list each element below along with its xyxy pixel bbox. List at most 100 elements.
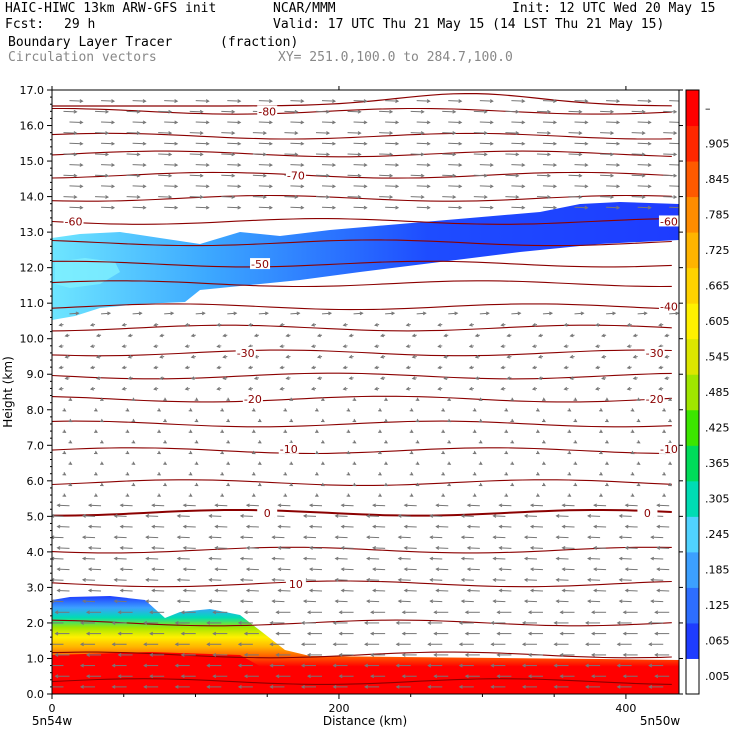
vector-shaft [479,121,493,123]
vector-head [145,535,150,540]
vector-shaft [606,206,620,209]
vector-head [131,461,136,465]
vector-head [58,344,63,348]
vector-head [142,184,147,189]
vector-head [504,493,509,497]
vector-shaft [479,164,493,166]
vector-shaft [669,121,679,123]
vector-head [541,397,546,401]
vector-head [483,173,488,178]
isotherm-label: 0 [264,507,271,520]
vector-head [300,184,305,189]
vector-head [216,386,221,391]
vector-shaft [430,536,443,539]
vector-head [527,631,532,636]
vector-shaft [258,312,268,315]
vector-shaft [619,579,632,581]
vector-head [81,535,86,540]
vector-shaft [505,196,519,198]
vector-shaft [164,121,178,123]
vector-head [452,173,457,178]
vector-shaft [619,600,632,603]
vector-head [680,142,683,145]
vector-shaft [95,132,109,134]
vector-head [648,621,653,625]
vector-head [205,184,210,189]
vector-head [658,323,663,327]
y-tick-label: 13.0 [20,226,45,239]
vector-shaft [227,185,241,187]
init-time: Init: 12 UTC Wed 20 May 15 [512,1,716,16]
vector-head [113,578,118,582]
vector-head [302,514,307,518]
vector-shaft [189,132,203,134]
vector-head [357,195,362,199]
vector-head [306,631,311,636]
vector-shaft [101,185,115,187]
vector-shaft [272,579,285,581]
vector-head [52,556,55,561]
vector-head [680,206,683,209]
vector-shaft [448,185,462,187]
y-tick-label: 0.0 [27,688,45,701]
vector-head [591,631,595,636]
vector-shaft [594,526,607,528]
vector-shaft [556,579,569,581]
vector-head [348,354,353,359]
vector-head [220,450,225,455]
vector-head [535,472,540,476]
vector-shaft [600,196,614,198]
vector-head [380,333,385,338]
vector-head [56,588,61,593]
vector-head [466,588,471,593]
isotherm-line [52,372,672,380]
vector-head [268,205,273,210]
vector-shaft [574,100,588,102]
vector-head [279,344,284,348]
vector-head [113,514,118,518]
vector-head [176,599,181,604]
vector-head [68,440,73,444]
vector-head [125,472,130,476]
vector-shaft [625,504,638,507]
vector-shaft [309,504,323,507]
vector-head [420,152,425,157]
vector-head [409,408,414,412]
vector-head [535,450,540,455]
vector-head [205,163,210,167]
vector-head [205,205,210,210]
vector-head [346,450,351,455]
vector-head [515,195,520,199]
vector-head [395,163,400,167]
vector-head [668,397,673,401]
vector-shaft [511,121,525,123]
vector-head [673,152,678,157]
vector-head [190,333,195,338]
vector-shaft [511,206,525,209]
vector-head [500,344,505,348]
vector-head [567,429,572,433]
org-label: NCAR/MMM [273,1,336,16]
vector-head [326,173,331,178]
vector-shaft [430,515,443,517]
vector-shaft [436,568,449,571]
vector-shaft [321,100,336,102]
vector-head [490,642,495,647]
vector-shaft [594,547,607,549]
vector-shaft [606,312,616,315]
vector-head [395,184,400,189]
vector-shaft [631,196,645,198]
vector-head [561,588,566,593]
vector-shaft [101,206,115,209]
vector-shaft [562,547,575,549]
vector-head [300,205,305,210]
isotherm-line [52,580,672,588]
vector-head [595,323,600,327]
vector-head [468,365,473,370]
vector-head [145,514,150,518]
vector-head [498,503,503,508]
vector-head [535,408,540,412]
vector-head [523,535,528,540]
vector-head [320,461,325,465]
vector-head [662,429,667,433]
